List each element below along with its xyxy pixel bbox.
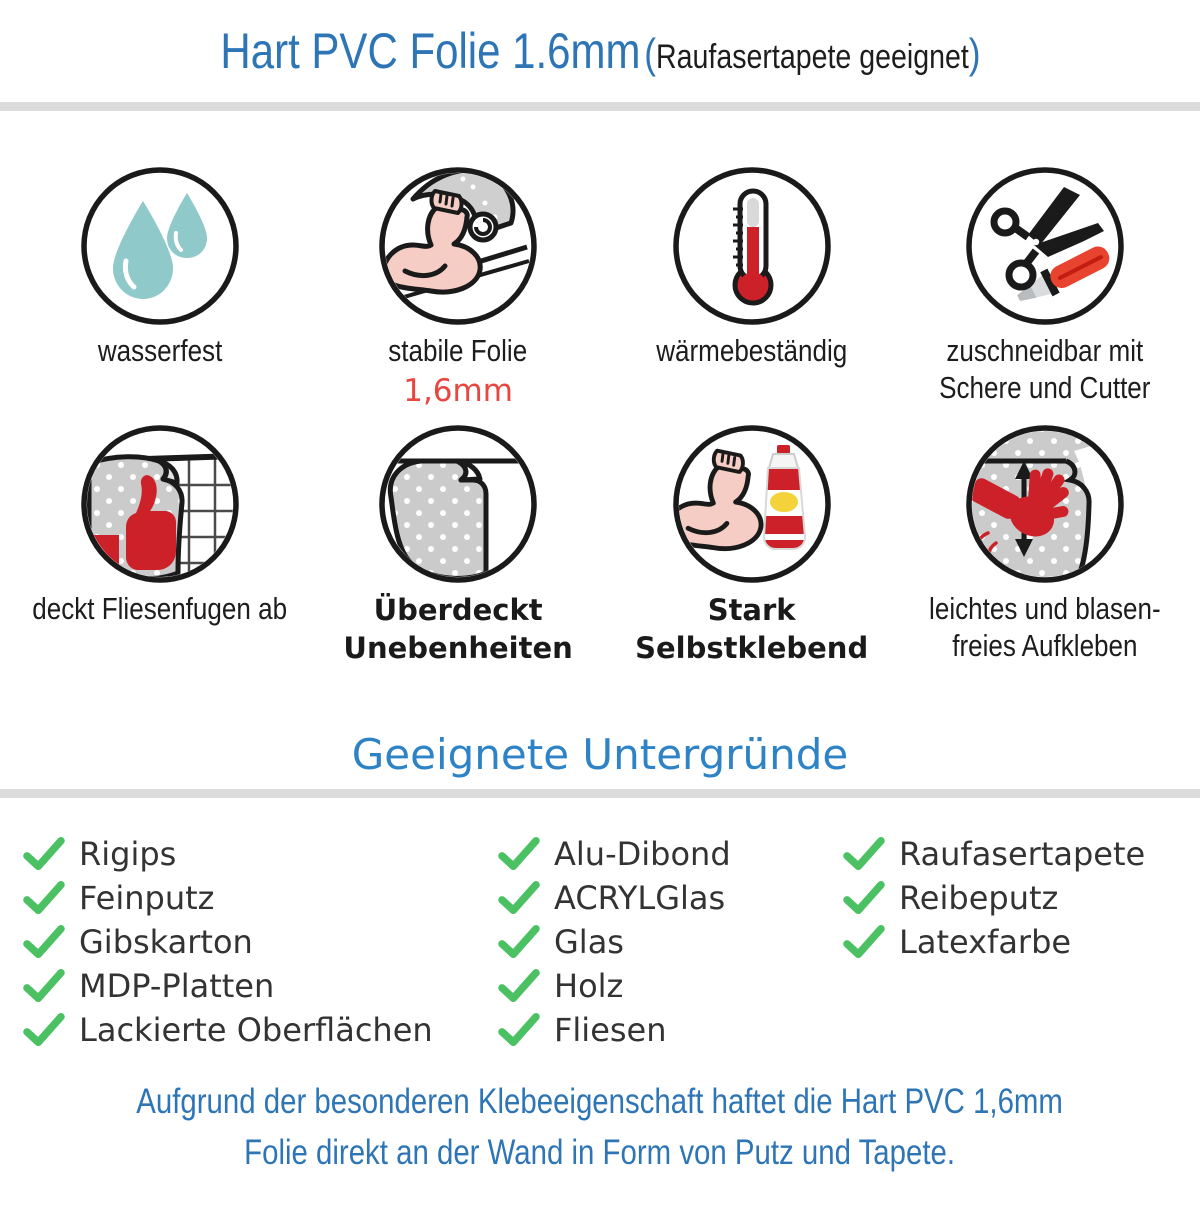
check-icon bbox=[23, 836, 65, 870]
substrate-item: Glas bbox=[497, 920, 842, 964]
feature-label: zuschneidbar mit Schere und Cutter bbox=[919, 333, 1171, 406]
flexed-biceps-glue-tube-icon bbox=[672, 425, 831, 583]
substrate-label: Glas bbox=[554, 922, 624, 961]
page-title: Hart PVC Folie 1.6mm (Raufasertapete gee… bbox=[0, 22, 1200, 86]
flexed-biceps-foil-roll-icon bbox=[379, 167, 537, 325]
title-paren-close: ) bbox=[968, 30, 981, 77]
substrate-item: Lackierte Oberflächen bbox=[22, 1008, 497, 1052]
check-icon bbox=[843, 880, 885, 914]
substrate-item: MDP-Platten bbox=[22, 964, 497, 1008]
feature-selbstklebend: Stark Selbstklebend bbox=[605, 423, 899, 668]
divider-bar-bottom bbox=[0, 788, 1200, 798]
check-icon bbox=[843, 924, 885, 958]
feature-label-line1: zuschneidbar mit bbox=[946, 333, 1144, 368]
page-title-subtitle: Raufasertapete geeignet bbox=[655, 38, 969, 76]
dotted-foil-fold-icon bbox=[379, 425, 537, 583]
feature-label-line1: leichtes und blasen- bbox=[929, 591, 1162, 627]
substrate-label: Alu-Dibond bbox=[554, 834, 731, 873]
feature-label: wärmebeständig bbox=[638, 333, 865, 370]
substrate-item: Alu-Dibond bbox=[497, 832, 842, 876]
feature-label-line1: stabile Folie bbox=[388, 333, 528, 368]
substrate-item: Raufasertapete bbox=[842, 832, 1182, 876]
substrate-label: Latexfarbe bbox=[899, 922, 1072, 961]
substrate-label: MDP-Platten bbox=[79, 966, 275, 1005]
feature-label-line1: wärmebeständig bbox=[656, 333, 848, 368]
thumbs-up-tile-joints-icon bbox=[80, 425, 239, 583]
feature-label: Stark Selbstklebend bbox=[635, 591, 868, 668]
cutter-knife bbox=[1017, 246, 1110, 302]
substrates-column-1: Rigips Feinputz Gibskarton MDP-Platten L… bbox=[22, 832, 497, 1052]
footer-note: Aufgrund der besonderen Klebeeigenschaft… bbox=[0, 1076, 1200, 1180]
feature-label-line1: Überdeckt bbox=[373, 593, 543, 628]
feature-label: stabile Folie 1,6mm bbox=[375, 333, 540, 409]
check-icon bbox=[23, 1012, 65, 1046]
scissors-and-cutter-icon bbox=[966, 167, 1124, 325]
footer-line2: Folie direkt an der Wand in Form von Put… bbox=[244, 1133, 956, 1173]
substrates-column-2: Alu-Dibond ACRYLGlas Glas Holz Fliesen bbox=[497, 832, 842, 1052]
substrate-item: ACRYLGlas bbox=[497, 876, 842, 920]
feature-label-line1: wasserfest bbox=[97, 333, 222, 368]
feature-label: wasserfest bbox=[86, 333, 234, 370]
water-drops-icon bbox=[80, 167, 239, 325]
hand-smoothing-foil-icon bbox=[966, 425, 1124, 583]
feature-sublabel-thickness: 1,6mm bbox=[403, 372, 513, 409]
check-icon bbox=[498, 924, 540, 958]
feature-label: deckt Fliesenfugen ab bbox=[8, 591, 311, 628]
feature-grid: wasserfest bbox=[8, 165, 1192, 668]
check-icon bbox=[23, 880, 65, 914]
substrate-label: Feinputz bbox=[79, 878, 215, 917]
substrate-label: Lackierte Oberflächen bbox=[79, 1010, 433, 1049]
footer-line1: Aufgrund der besonderen Klebeeigenschaft… bbox=[136, 1081, 1064, 1121]
feature-stabile-folie: stabile Folie 1,6mm bbox=[311, 165, 605, 409]
substrate-label: Fliesen bbox=[554, 1010, 667, 1049]
substrate-item: Reibeputz bbox=[842, 876, 1182, 920]
substrate-label: Rigips bbox=[79, 834, 177, 873]
substrate-label: Raufasertapete bbox=[899, 834, 1146, 873]
feature-label-line2: Schere und Cutter bbox=[939, 369, 1151, 405]
substrate-item: Rigips bbox=[22, 832, 497, 876]
check-icon bbox=[23, 924, 65, 958]
substrates-heading: Geeignete Untergründe bbox=[351, 729, 849, 779]
feature-label: leichtes und blasen- freies Aufkleben bbox=[907, 591, 1183, 664]
substrates-checklist: Rigips Feinputz Gibskarton MDP-Platten L… bbox=[22, 832, 1200, 1052]
glue-tube bbox=[762, 445, 806, 551]
feature-label-line2: Unebenheiten bbox=[343, 631, 573, 666]
feature-blasenfreies-aufkleben: leichtes und blasen- freies Aufkleben bbox=[898, 423, 1192, 668]
check-icon bbox=[498, 880, 540, 914]
smoothing-hand bbox=[972, 468, 1070, 537]
feature-ueberdeckt-unebenheiten: Überdeckt Unebenheiten bbox=[311, 423, 605, 668]
divider-bar-top bbox=[0, 102, 1200, 111]
substrates-column-3: Raufasertapete Reibeputz Latexfarbe bbox=[842, 832, 1182, 1052]
substrate-item: Latexfarbe bbox=[842, 920, 1182, 964]
substrate-label: Reibeputz bbox=[899, 878, 1059, 917]
page-title-main: Hart PVC Folie 1.6mm bbox=[219, 23, 641, 79]
check-icon bbox=[23, 968, 65, 1002]
feature-label: Überdeckt Unebenheiten bbox=[343, 591, 572, 668]
feature-label-line2: Selbstklebend bbox=[635, 631, 869, 666]
substrate-item: Holz bbox=[497, 964, 842, 1008]
feature-label-line1: Stark bbox=[707, 593, 796, 628]
feature-waermebestaendig: wärmebeständig bbox=[605, 165, 899, 409]
check-icon bbox=[498, 836, 540, 870]
substrate-item: Fliesen bbox=[497, 1008, 842, 1052]
substrate-item: Gibskarton bbox=[22, 920, 497, 964]
check-icon bbox=[498, 968, 540, 1002]
feature-fliesenfugen: deckt Fliesenfugen ab bbox=[8, 423, 311, 668]
substrate-item: Feinputz bbox=[22, 876, 497, 920]
title-paren-open: ( bbox=[643, 30, 656, 77]
feature-zuschneidbar: zuschneidbar mit Schere und Cutter bbox=[898, 165, 1192, 409]
check-icon bbox=[843, 836, 885, 870]
substrate-label: Gibskarton bbox=[79, 922, 253, 961]
feature-label-line2: freies Aufkleben bbox=[952, 627, 1138, 663]
thermometer-icon bbox=[672, 167, 831, 325]
check-icon bbox=[498, 1012, 540, 1046]
substrate-label: ACRYLGlas bbox=[554, 878, 726, 917]
substrate-label: Holz bbox=[554, 966, 624, 1005]
feature-wasserfest: wasserfest bbox=[8, 165, 311, 409]
feature-label-line1: deckt Fliesenfugen ab bbox=[32, 591, 288, 627]
